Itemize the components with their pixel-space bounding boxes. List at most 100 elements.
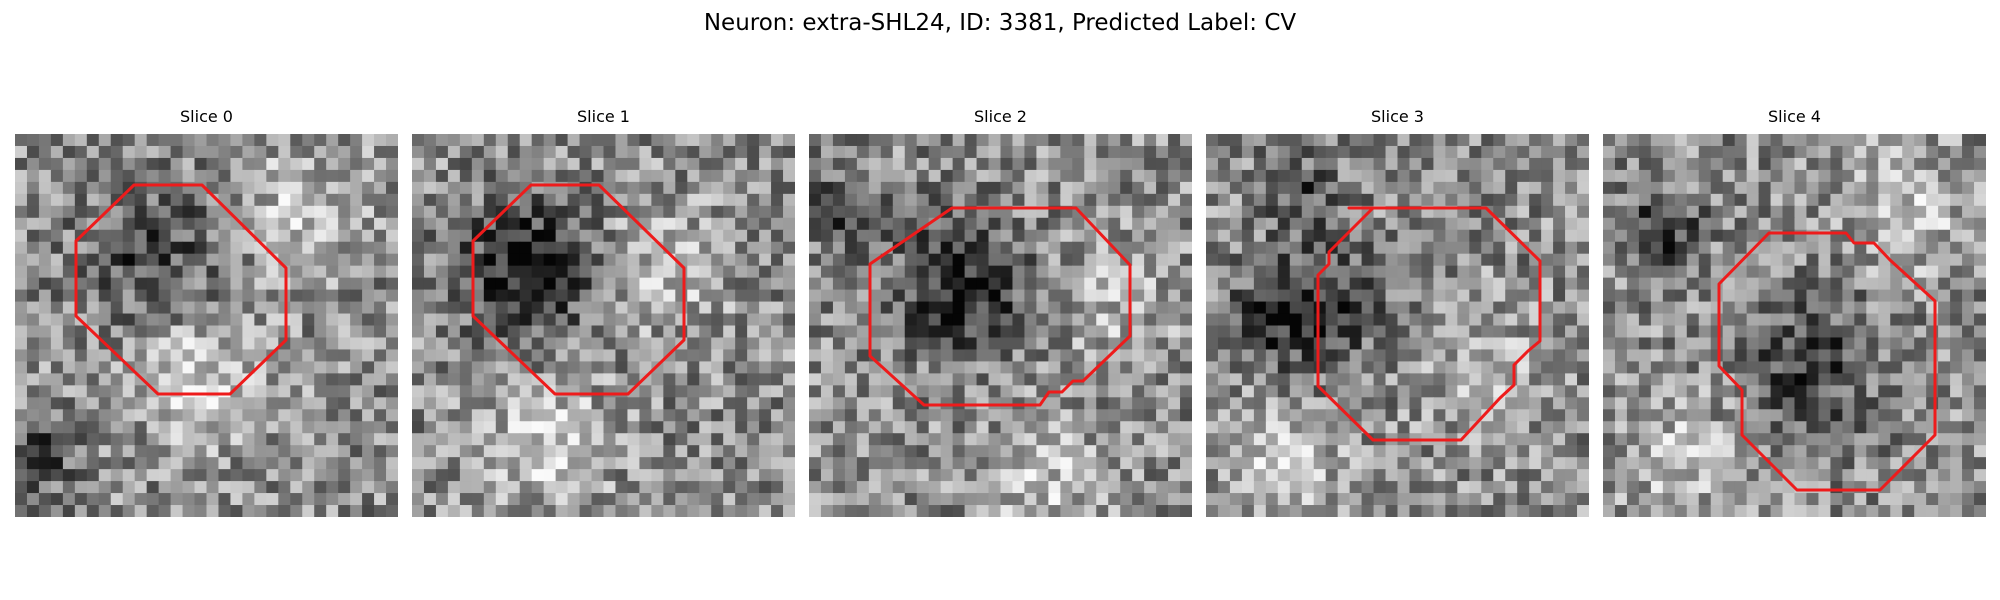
pixel xyxy=(1794,301,1808,315)
pixel xyxy=(1325,157,1339,171)
pixel xyxy=(1529,157,1542,171)
pixel xyxy=(663,301,676,315)
pixel xyxy=(1505,505,1518,517)
pixel xyxy=(1265,397,1279,410)
pixel xyxy=(26,505,40,517)
pixel xyxy=(627,505,641,517)
pixel xyxy=(350,493,363,506)
pixel xyxy=(735,421,748,434)
pixel xyxy=(747,289,760,303)
pixel xyxy=(435,181,449,195)
pixel xyxy=(1674,229,1688,243)
pixel xyxy=(170,373,184,386)
pixel xyxy=(1421,277,1435,291)
pixel xyxy=(374,337,387,351)
pixel xyxy=(1722,445,1736,458)
pixel xyxy=(1698,169,1712,183)
pixel xyxy=(1698,241,1712,255)
pixel xyxy=(1481,469,1494,482)
pixel xyxy=(26,361,40,374)
pixel xyxy=(952,193,966,207)
pixel xyxy=(1060,349,1073,363)
pixel xyxy=(435,481,449,494)
pixel xyxy=(1084,337,1097,351)
pixel xyxy=(1000,193,1014,207)
pixel xyxy=(1373,493,1387,506)
pixel xyxy=(26,169,40,183)
pixel xyxy=(627,373,641,386)
pixel xyxy=(483,241,497,255)
pixel xyxy=(1577,253,1589,267)
pixel xyxy=(1168,289,1181,303)
pixel xyxy=(1301,313,1315,327)
pixel xyxy=(1108,265,1121,279)
pixel xyxy=(1626,313,1640,327)
pixel xyxy=(314,481,327,494)
pixel xyxy=(1794,349,1808,363)
pixel xyxy=(326,337,339,351)
pixel xyxy=(386,145,398,159)
pixel xyxy=(747,229,760,243)
pixel xyxy=(1577,445,1589,458)
pixel xyxy=(1734,205,1748,219)
pixel xyxy=(459,134,473,147)
pixel xyxy=(759,229,772,243)
pixel xyxy=(1662,181,1676,195)
pixel xyxy=(1890,421,1903,434)
pixel xyxy=(844,469,858,482)
pixel xyxy=(531,337,545,351)
pixel xyxy=(1842,157,1855,171)
pixel xyxy=(110,409,124,422)
pixel xyxy=(374,421,387,434)
pixel xyxy=(1120,241,1133,255)
pixel xyxy=(1289,157,1303,171)
pixel xyxy=(423,205,437,219)
pixel xyxy=(1710,385,1724,398)
pixel xyxy=(1301,265,1315,279)
pixel xyxy=(1012,289,1026,303)
pixel xyxy=(675,373,688,386)
pixel xyxy=(904,397,918,410)
pixel xyxy=(314,277,327,291)
pixel xyxy=(1168,157,1181,171)
pixel xyxy=(1349,445,1363,458)
pixel xyxy=(1866,445,1879,458)
pixel xyxy=(723,205,736,219)
pixel xyxy=(338,289,351,303)
pixel xyxy=(1289,301,1303,315)
pixel xyxy=(459,169,473,183)
pixel xyxy=(771,181,784,195)
pixel xyxy=(1866,373,1879,386)
pixel xyxy=(1036,361,1049,374)
pixel xyxy=(639,241,652,255)
pixel xyxy=(74,217,88,231)
pixel xyxy=(1854,301,1867,315)
pixel xyxy=(350,457,363,470)
pixel xyxy=(206,265,220,279)
pixel xyxy=(531,277,545,291)
pixel xyxy=(627,265,641,279)
pixel xyxy=(1854,385,1867,398)
pixel xyxy=(435,301,449,315)
pixel xyxy=(26,457,40,470)
pixel xyxy=(1325,409,1339,422)
pixel xyxy=(326,373,339,386)
pixel xyxy=(1084,253,1097,267)
pixel xyxy=(603,169,617,183)
pixel xyxy=(278,241,291,255)
pixel xyxy=(386,421,398,434)
pixel xyxy=(735,169,748,183)
pixel xyxy=(603,445,617,458)
pixel xyxy=(868,373,882,386)
pixel xyxy=(1806,313,1820,327)
pixel xyxy=(1229,505,1243,517)
pixel xyxy=(699,325,712,339)
pixel xyxy=(1614,193,1628,207)
pixel xyxy=(290,361,303,374)
pixel xyxy=(1156,361,1169,374)
pixel xyxy=(1902,145,1915,159)
pixel xyxy=(1024,445,1038,458)
pixel xyxy=(26,181,40,195)
pixel xyxy=(218,397,232,410)
pixel xyxy=(711,337,724,351)
